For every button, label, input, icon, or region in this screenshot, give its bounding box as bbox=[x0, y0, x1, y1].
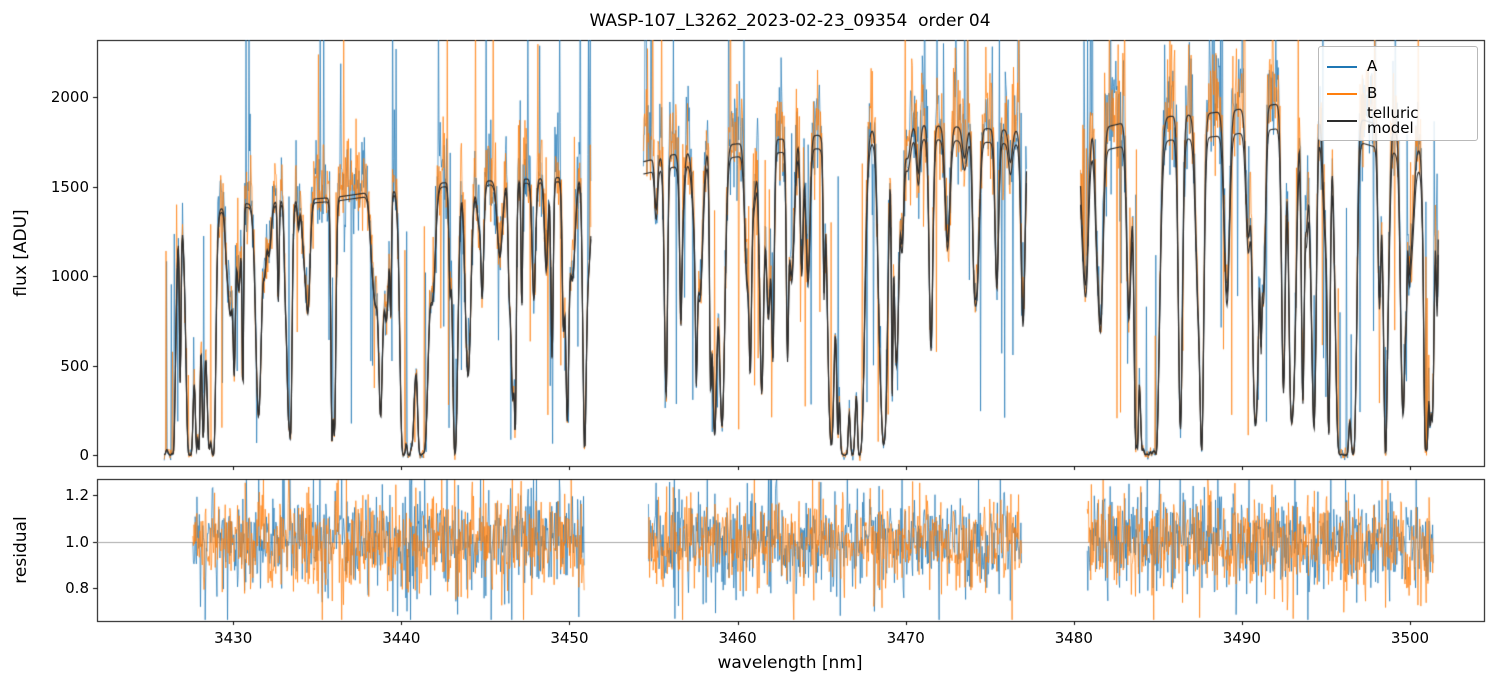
tick-label: 3460 bbox=[718, 629, 757, 647]
legend-line-telluric-model bbox=[1327, 119, 1357, 122]
tick-label: 3490 bbox=[1222, 629, 1261, 647]
tick-label: 3470 bbox=[886, 629, 925, 647]
tick-label: 3430 bbox=[214, 629, 253, 647]
y-axis-label-residual: residual bbox=[11, 516, 31, 584]
tick-label: 2000 bbox=[50, 88, 89, 107]
legend-line-a bbox=[1327, 65, 1357, 68]
legend-item-telluric-model: telluric model bbox=[1327, 103, 1469, 137]
tick-label: 1500 bbox=[50, 177, 89, 196]
legend: A B telluric model bbox=[1318, 46, 1478, 141]
legend-item-b: B bbox=[1327, 80, 1469, 107]
legend-line-b bbox=[1327, 92, 1357, 95]
tick-label: 500 bbox=[60, 356, 89, 375]
tick-label: 3500 bbox=[1390, 629, 1430, 647]
legend-item-a: A bbox=[1327, 53, 1469, 80]
legend-label-a: A bbox=[1367, 57, 1378, 75]
tick-label: 3440 bbox=[382, 629, 421, 647]
tick-label: 0 bbox=[79, 446, 89, 465]
legend-label-b: B bbox=[1367, 84, 1378, 102]
tick-label: 1.0 bbox=[65, 532, 89, 551]
y-axis-label-flux: flux [ADU] bbox=[11, 209, 31, 297]
plot-title: WASP-107_L3262_2023-02-23_09354 order 04 bbox=[589, 11, 991, 31]
legend-label-telluric-model: telluric model bbox=[1367, 103, 1419, 137]
tick-label: 1.2 bbox=[65, 486, 89, 505]
x-axis-label: wavelength [nm] bbox=[717, 653, 863, 673]
tick-label: 3450 bbox=[550, 629, 589, 647]
tick-label: 3480 bbox=[1054, 629, 1093, 647]
tick-label: 1000 bbox=[50, 267, 89, 286]
tick-label: 0.8 bbox=[65, 579, 89, 598]
